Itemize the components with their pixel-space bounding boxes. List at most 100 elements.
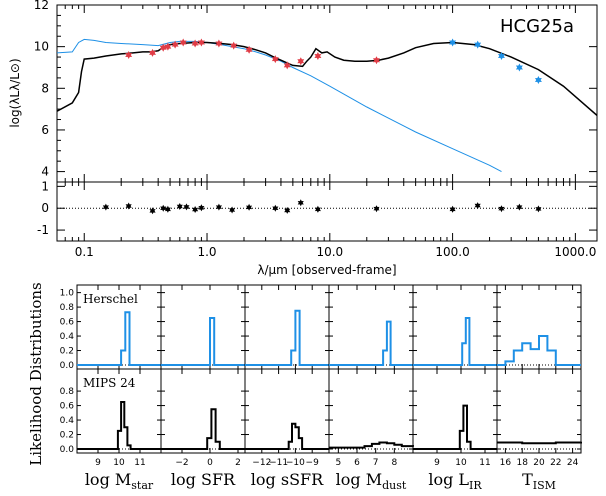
likelihood-xtick-label: 8 bbox=[391, 458, 397, 468]
sed-fir-point bbox=[474, 40, 482, 49]
likelihood-param-label: log sSFR bbox=[251, 470, 324, 489]
residual-ytick-label: 0 bbox=[41, 201, 49, 215]
likelihood-xtick-label: 2 bbox=[235, 458, 241, 468]
sed-fir-point bbox=[535, 76, 542, 84]
sed-ytick-label: 6 bbox=[41, 123, 49, 137]
likelihood-ytick-label: 0.6 bbox=[60, 402, 75, 412]
likelihood-ytick-label: 0.0 bbox=[60, 445, 75, 455]
likelihood-cell-frame bbox=[412, 284, 498, 370]
likelihood-ytick-label: 1.0 bbox=[60, 289, 75, 299]
likelihood-param-main: log M bbox=[336, 470, 382, 489]
sed-x-ticks bbox=[56, 5, 576, 182]
likelihood-row-label: MIPS 24 bbox=[83, 376, 136, 390]
likelihood-cell-frame bbox=[244, 368, 330, 454]
likelihood-mips-hist bbox=[413, 404, 497, 450]
sed-ytick-label: 4 bbox=[41, 165, 49, 179]
residual-points bbox=[102, 199, 542, 215]
sed-optical-point bbox=[373, 56, 380, 65]
likelihood-param-main: log SFR bbox=[171, 470, 236, 489]
residual-point bbox=[272, 204, 279, 212]
sed-title: HCG25a bbox=[500, 16, 574, 37]
likelihood-panel: Likelihood Distributions 1.0 0.8 0.6 0.4 0.2… bbox=[27, 282, 582, 492]
likelihood-xtick-label: 9 bbox=[434, 458, 440, 468]
residual-point bbox=[535, 205, 542, 213]
likelihood-xtick-label: 7 bbox=[373, 458, 379, 468]
likelihood-xtick-label: 11 bbox=[134, 458, 145, 468]
residual-point bbox=[102, 203, 109, 211]
residual-point bbox=[149, 207, 156, 215]
likelihood-cell-frame bbox=[160, 368, 246, 454]
likelihood-param-sub: ISM bbox=[533, 479, 556, 492]
likelihood-herschel-hist bbox=[329, 320, 413, 366]
residual-ytick-label: 1 bbox=[41, 179, 49, 193]
residual-xtick-label: 1000.0 bbox=[554, 245, 596, 259]
likelihood-ytick-label: 0.2 bbox=[60, 431, 74, 441]
residual-point bbox=[215, 203, 222, 211]
likelihood-ytick-label: 0.4 bbox=[60, 416, 75, 426]
residual-point bbox=[474, 202, 481, 210]
likelihood-ylabel: Likelihood Distributions bbox=[27, 282, 45, 465]
residual-point bbox=[160, 204, 167, 212]
sed-optical-point bbox=[215, 39, 223, 48]
residual-xtick-label: 10.0 bbox=[316, 245, 343, 259]
residual-point bbox=[192, 206, 199, 213]
likelihood-xtick-label: −12 bbox=[252, 458, 271, 468]
residual-point bbox=[246, 203, 253, 211]
likelihood-cell: −2 0 2 bbox=[160, 368, 246, 468]
likelihood-param-label: log Mdust bbox=[336, 470, 407, 492]
likelihood-herschel-hist bbox=[77, 311, 161, 366]
likelihood-cell bbox=[160, 284, 246, 370]
likelihood-ytick-label: 0.8 bbox=[60, 387, 75, 397]
likelihood-herschel-hist bbox=[161, 317, 245, 366]
likelihood-param-main: T bbox=[522, 470, 533, 489]
likelihood-herschel-hist bbox=[413, 317, 497, 366]
sed-y-ticks: 4 6 8 10 12 bbox=[34, 0, 597, 179]
likelihood-xtick-label: 20 bbox=[533, 458, 545, 468]
likelihood-ytick-label: 0.6 bbox=[60, 318, 75, 328]
likelihood-param-sub: star bbox=[131, 479, 154, 492]
sed-xlabel: λ/μm [observed-frame] bbox=[257, 263, 396, 277]
likelihood-mips-hist bbox=[245, 422, 329, 450]
sed-optical-point bbox=[314, 52, 322, 60]
sed-ylabel: log(λLλ/L⊙) bbox=[8, 58, 22, 127]
residual-point bbox=[498, 205, 505, 213]
likelihood-param-label: log SFR bbox=[171, 470, 236, 489]
likelihood-xtick-label: 10 bbox=[113, 458, 125, 468]
sed-fir-point bbox=[515, 63, 523, 72]
sed-optical-point bbox=[197, 38, 205, 47]
likelihood-cell-frame bbox=[244, 284, 330, 370]
sed-points bbox=[125, 38, 542, 84]
sed-optical-point bbox=[171, 40, 179, 49]
likelihood-cell: −12−11−10 −9 bbox=[244, 368, 330, 468]
sed-panel: 4 6 8 10 12 HCG25a log(λLλ/L⊙) bbox=[8, 0, 598, 183]
likelihood-xtick-label: 18 bbox=[516, 458, 528, 468]
likelihood-cell-frame bbox=[328, 368, 414, 454]
sed-optical-point bbox=[164, 42, 172, 51]
residual-x-ticks: 0.1 1.0 10.0 100.0 1000.0 bbox=[56, 182, 596, 259]
likelihood-cell: 9 10 11 bbox=[412, 368, 498, 468]
likelihood-cell bbox=[328, 284, 414, 370]
residual-point bbox=[284, 206, 291, 214]
sed-optical-point bbox=[179, 38, 187, 47]
likelihood-cell-frame bbox=[496, 284, 582, 370]
residual-point bbox=[314, 205, 321, 213]
likelihood-xtick-label: −11 bbox=[269, 458, 288, 468]
residual-xtick-label: 100.0 bbox=[435, 245, 469, 259]
likelihood-xtick-label: 11 bbox=[479, 458, 490, 468]
likelihood-param-sub: dust bbox=[382, 479, 407, 492]
likelihood-row-label: Herschel bbox=[83, 292, 138, 306]
residual-point bbox=[198, 204, 205, 212]
residual-point bbox=[125, 202, 132, 210]
likelihood-param-main: log M bbox=[85, 470, 131, 489]
likelihood-xtick-label: 6 bbox=[354, 458, 360, 468]
residual-point bbox=[176, 203, 183, 210]
likelihood-ytick-label: 0.2 bbox=[60, 347, 74, 357]
likelihood-param-sub: IR bbox=[469, 479, 482, 492]
residual-ytick-label: -1 bbox=[37, 223, 49, 237]
sed-ytick-label: 10 bbox=[34, 40, 49, 54]
residual-xtick-label: 0.1 bbox=[75, 245, 94, 259]
likelihood-cell-frame bbox=[412, 368, 498, 454]
sed-optical-point bbox=[271, 55, 279, 64]
likelihood-mips-hist bbox=[497, 441, 582, 445]
